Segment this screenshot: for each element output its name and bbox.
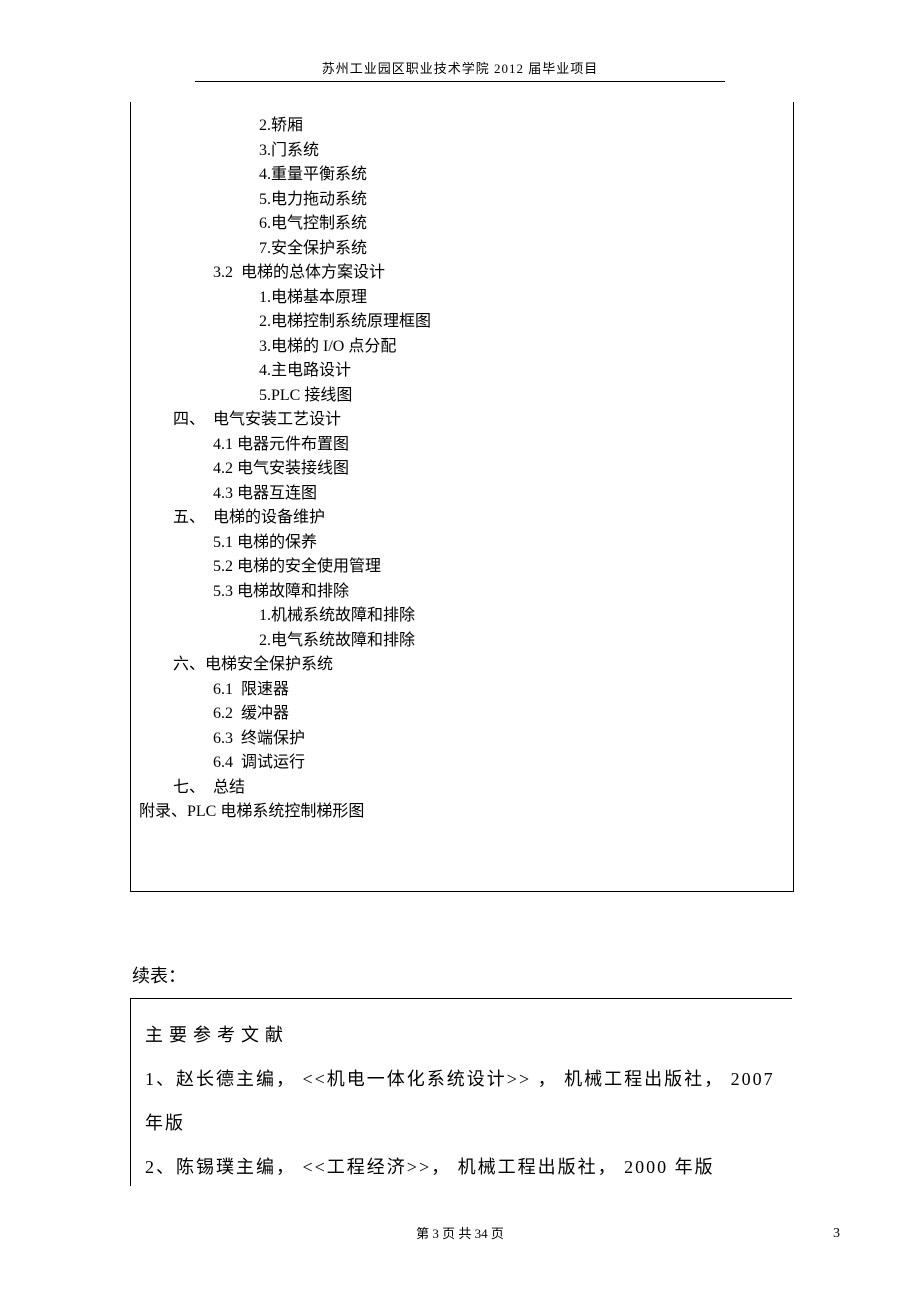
reference-item: 1、赵长德主编， <<机电一体化系统设计>> ， 机械工程出版社， 2007	[145, 1057, 782, 1101]
outline-item: 四、 电气安装工艺设计	[131, 408, 793, 433]
outline-item: 6.4 调试运行	[131, 751, 793, 776]
outline-item: 7.安全保护系统	[131, 237, 793, 262]
outline-item: 6.3 终端保护	[131, 727, 793, 752]
outline-item: 5.3 电梯故障和排除	[131, 580, 793, 605]
outline-item: 4.2 电气安装接线图	[131, 457, 793, 482]
outline-item: 七、 总结	[131, 776, 793, 801]
outline-item: 5.1 电梯的保养	[131, 531, 793, 556]
outline-item: 五、 电梯的设备维护	[131, 506, 793, 531]
outline-item: 3.电梯的 I/O 点分配	[131, 335, 793, 360]
outline-box: 2.轿厢3.门系统4.重量平衡系统5.电力拖动系统6.电气控制系统7.安全保护系…	[130, 102, 794, 892]
outline-item: 1.机械系统故障和排除	[131, 604, 793, 629]
outline-item: 5.电力拖动系统	[131, 188, 793, 213]
reference-item: 2、陈锡璞主编， <<工程经济>>， 机械工程出版社， 2000 年版	[145, 1145, 782, 1189]
outline-item: 4.3 电器互连图	[131, 482, 793, 507]
outline-item: 5.PLC 接线图	[131, 384, 793, 409]
references-title: 主要参考文献	[145, 1013, 782, 1057]
page-footer: 第 3 页 共 34 页	[0, 1223, 920, 1242]
reference-item: 年版	[145, 1101, 782, 1145]
continuation-label: 续表：	[132, 962, 186, 988]
header-text: 苏州工业园区职业技术学院 2012 届毕业项目	[322, 61, 599, 76]
outline-item: 2.轿厢	[131, 114, 793, 139]
outline-container: 2.轿厢3.门系统4.重量平衡系统5.电力拖动系统6.电气控制系统7.安全保护系…	[131, 114, 793, 825]
outline-item: 4.主电路设计	[131, 359, 793, 384]
outline-item: 六、电梯安全保护系统	[131, 653, 793, 678]
outline-item: 5.2 电梯的安全使用管理	[131, 555, 793, 580]
outline-item: 4.重量平衡系统	[131, 163, 793, 188]
page-number: 3	[833, 1226, 840, 1242]
outline-item: 6.1 限速器	[131, 678, 793, 703]
outline-item: 4.1 电器元件布置图	[131, 433, 793, 458]
outline-item: 6.电气控制系统	[131, 212, 793, 237]
outline-item: 6.2 缓冲器	[131, 702, 793, 727]
outline-item: 附录、PLC 电梯系统控制梯形图	[131, 800, 793, 825]
footer-text: 第 3 页 共 34 页	[416, 1226, 504, 1241]
outline-item: 3.2 电梯的总体方案设计	[131, 261, 793, 286]
references-box: 主要参考文献 1、赵长德主编， <<机电一体化系统设计>> ， 机械工程出版社，…	[130, 998, 792, 1186]
header-underline	[195, 81, 725, 82]
outline-item: 2.电气系统故障和排除	[131, 629, 793, 654]
outline-item: 1.电梯基本原理	[131, 286, 793, 311]
outline-item: 3.门系统	[131, 139, 793, 164]
outline-item: 2.电梯控制系统原理框图	[131, 310, 793, 335]
page-header: 苏州工业园区职业技术学院 2012 届毕业项目	[0, 0, 920, 82]
